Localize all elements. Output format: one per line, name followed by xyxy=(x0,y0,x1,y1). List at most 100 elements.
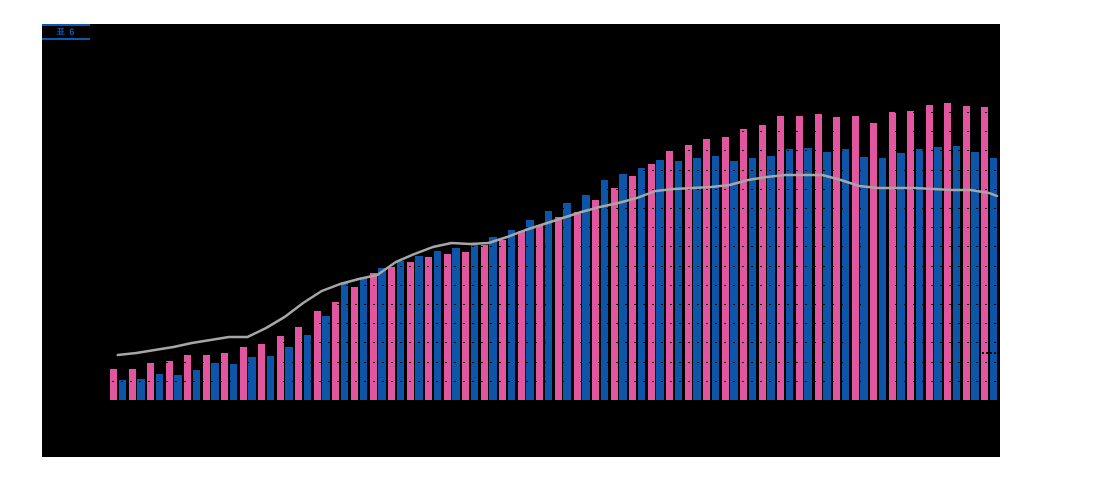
blue-bar xyxy=(229,364,238,400)
pink-bar xyxy=(870,123,878,400)
trend-line-layer xyxy=(116,173,999,357)
chart-canvas: 표 6 xyxy=(42,24,1000,457)
pink-bar xyxy=(425,257,433,400)
blue-bar xyxy=(433,251,442,400)
pink-bar xyxy=(258,344,266,400)
pink-bar xyxy=(795,116,803,400)
blue-bar xyxy=(489,237,497,400)
dotted-gridline xyxy=(103,380,1000,382)
pink-bar xyxy=(684,145,692,400)
pink-bar xyxy=(721,137,729,400)
blue-bar xyxy=(582,195,590,400)
blue-bar xyxy=(378,268,386,400)
blue-bar xyxy=(470,245,479,400)
pink-bar xyxy=(462,252,470,400)
dotted-gridline xyxy=(103,361,1000,363)
gray-trend-line xyxy=(116,173,999,357)
pink-bar xyxy=(221,353,229,400)
blue-bar xyxy=(674,161,683,400)
dotted-gridline xyxy=(103,265,1000,267)
blue-bar xyxy=(915,149,924,400)
pink-bar xyxy=(202,355,210,400)
blue-bar xyxy=(767,156,775,400)
blue-bar xyxy=(989,158,998,400)
blue-bar xyxy=(693,158,701,400)
blue-bar xyxy=(637,168,646,400)
pink-bar xyxy=(313,311,321,400)
pink-bar xyxy=(703,139,711,400)
dotted-gridlines-layer xyxy=(42,24,1000,457)
blue-bar xyxy=(711,156,720,400)
dotted-gridline xyxy=(103,169,1000,171)
pink-bar xyxy=(388,267,396,400)
pink-bar xyxy=(351,287,359,400)
dotted-reference-marker xyxy=(982,352,1000,354)
pink-bar xyxy=(814,114,822,400)
pink-bar xyxy=(369,273,377,400)
figure-badge: 표 6 xyxy=(42,24,90,40)
pink-bar xyxy=(647,164,655,400)
blue-bar xyxy=(804,148,812,400)
blue-bar xyxy=(730,161,738,400)
dotted-gridline xyxy=(103,208,1000,209)
blue-bar xyxy=(359,277,368,400)
pink-bar xyxy=(740,129,748,400)
blue-bar xyxy=(971,152,979,400)
marker-layer xyxy=(42,24,1000,457)
blue-bar xyxy=(137,379,145,400)
blue-bar xyxy=(266,356,275,400)
blue-bar xyxy=(118,380,126,400)
pink-bar xyxy=(573,212,581,400)
pink-bar xyxy=(851,116,859,400)
pink-bar xyxy=(332,302,340,400)
dotted-gridline xyxy=(103,342,1000,344)
pink-bar xyxy=(592,200,600,400)
blue-bar xyxy=(785,149,794,400)
pink-bar xyxy=(629,176,637,400)
dotted-gridline xyxy=(103,284,1000,286)
pink-bar xyxy=(907,111,915,400)
pink-bar xyxy=(758,125,766,400)
blue-bar xyxy=(155,374,164,400)
pink-bar xyxy=(443,254,451,400)
pink-bar xyxy=(110,369,117,400)
pink-bar xyxy=(239,347,247,400)
pink-bar xyxy=(276,336,284,400)
blue-bar xyxy=(952,146,961,400)
blue-bar xyxy=(415,256,423,400)
blue-bar xyxy=(248,357,256,400)
blue-bar xyxy=(563,203,571,400)
dotted-gridline xyxy=(103,112,1000,113)
blue-bar xyxy=(823,152,831,400)
dotted-gridline xyxy=(103,323,1000,325)
blue-bar xyxy=(340,283,349,400)
blue-bar xyxy=(934,147,942,400)
blue-bar xyxy=(192,370,201,400)
pink-bar xyxy=(536,225,544,400)
pink-bar xyxy=(981,107,989,400)
pink-bar xyxy=(480,245,488,400)
pink-bar xyxy=(888,112,896,400)
dotted-gridline xyxy=(103,227,1000,229)
blue-bar xyxy=(748,158,757,400)
pink-bar xyxy=(610,188,618,400)
pink-bar xyxy=(554,217,562,400)
dotted-gridline xyxy=(103,150,1000,152)
pink-bar xyxy=(666,151,674,400)
blue-bar xyxy=(897,153,905,400)
pink-bar xyxy=(499,240,507,400)
dotted-gridline xyxy=(103,304,1000,305)
pink-bar xyxy=(128,369,136,400)
blue-bar xyxy=(619,174,627,400)
blue-bar xyxy=(396,261,405,400)
pink-bar xyxy=(962,106,970,400)
blue-bar xyxy=(322,316,330,400)
pink-bar xyxy=(406,262,414,400)
blue-bar xyxy=(285,347,293,400)
pink-bar xyxy=(944,103,952,400)
pink-bar xyxy=(295,327,303,400)
pink-bar xyxy=(165,361,173,400)
blue-bar xyxy=(303,335,312,400)
dotted-gridline xyxy=(103,188,1000,190)
